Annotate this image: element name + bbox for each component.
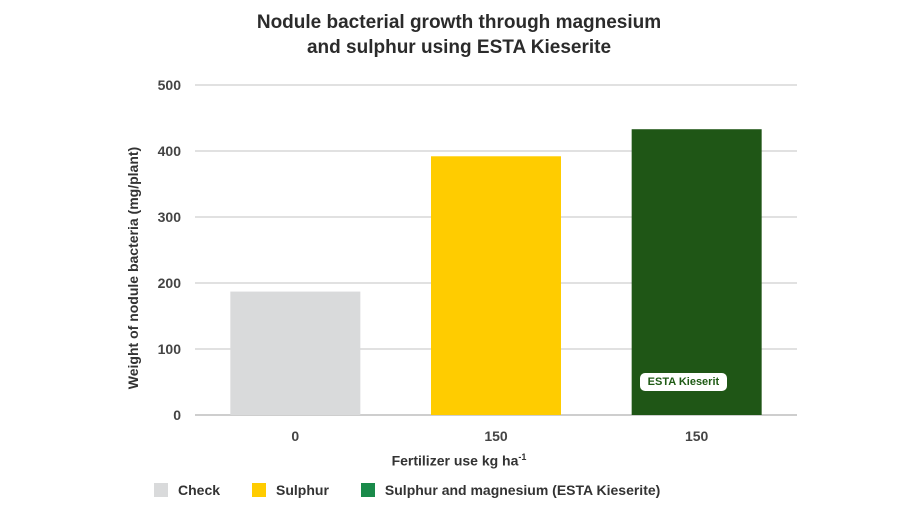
legend-item-2: Sulphur xyxy=(252,482,329,498)
y-tick-labels: 0 100 200 300 400 500 xyxy=(158,77,182,423)
y-tick-label: 100 xyxy=(158,341,182,357)
y-tick-label: 200 xyxy=(158,275,182,291)
legend: Check Sulphur Sulphur and magnesium (ESTA … xyxy=(154,480,692,500)
legend-label: Sulphur xyxy=(276,482,329,498)
legend-swatch xyxy=(154,483,168,497)
x-axis-title: Fertilizer use kg ha-1 xyxy=(0,452,918,469)
bars xyxy=(230,129,762,415)
legend-swatch xyxy=(252,483,267,497)
chart-title: Nodule bacterial growth through magnesiu… xyxy=(0,10,918,60)
bar-2 xyxy=(431,156,561,415)
legend-label: Sulphur and magnesium (ESTA Kieserite) xyxy=(384,482,661,498)
bar-1 xyxy=(230,291,361,415)
esta-kieserit-logo: ESTA Kieserit xyxy=(639,373,728,391)
legend-item-1: Check xyxy=(154,482,220,498)
y-axis-title: Weight of nodule bacteria (mg/plant) xyxy=(125,147,141,389)
y-tick-label: 400 xyxy=(158,143,182,159)
y-tick-label: 500 xyxy=(158,77,182,93)
chart-title-line-1: Nodule bacterial growth through magnesiu… xyxy=(256,12,662,33)
y-tick-label: 300 xyxy=(158,209,182,225)
chart-title-line-2: and sulphur using ESTA Kieserite xyxy=(306,37,612,58)
x-tick-label: 0 xyxy=(291,428,299,444)
legend-label: Check xyxy=(178,482,221,498)
legend-item-3: Sulphur and magnesium (ESTA Kieserite) xyxy=(360,482,661,498)
x-axis-title-text: Fertilizer use kg ha xyxy=(391,452,519,469)
x-axis-title-superscript: -1 xyxy=(518,452,527,462)
legend-swatch xyxy=(360,483,375,497)
x-tick-label: 150 xyxy=(484,428,508,444)
x-tick-label: 150 xyxy=(685,428,709,444)
bar-3 xyxy=(631,129,762,415)
y-tick-label: 0 xyxy=(173,407,181,423)
x-tick-labels: 0 150 150 xyxy=(291,428,708,444)
